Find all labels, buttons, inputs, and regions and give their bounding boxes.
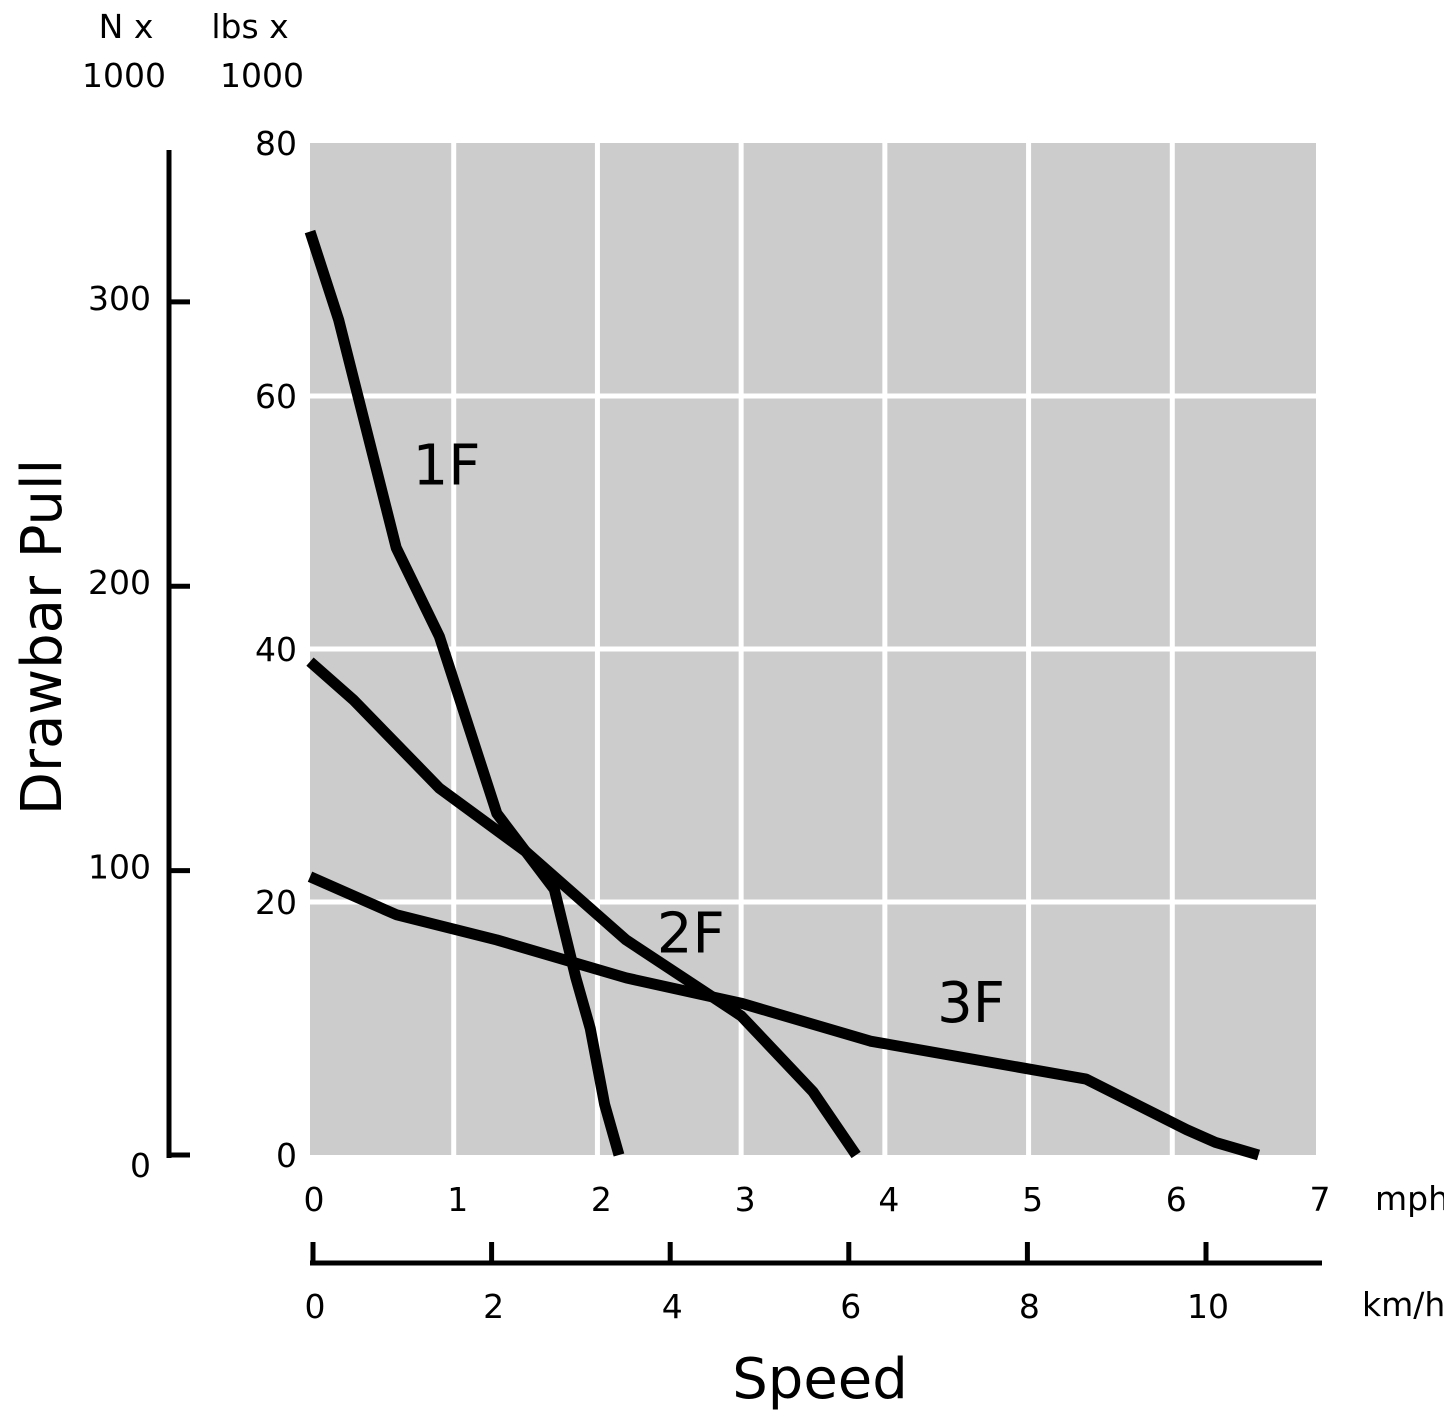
x-tick-label-mph: 6 — [1166, 1180, 1187, 1219]
x-tick-label-kmh: 0 — [305, 1287, 326, 1326]
x-tick-label-kmh: 4 — [662, 1287, 683, 1326]
series-label-2f: 2F — [657, 902, 725, 967]
y-tick-label-n: 100 — [88, 848, 151, 887]
x-tick-label-kmh: 2 — [483, 1287, 504, 1326]
x-axis-title: Speed — [732, 1347, 908, 1412]
y-tick-label-n: 300 — [88, 279, 151, 318]
n-unit-label-line1: N x — [99, 7, 154, 46]
y-tick-label-lbs: 40 — [255, 630, 297, 669]
series-label-3f: 3F — [937, 971, 1005, 1036]
series-line-2f — [306, 657, 861, 1159]
x-tick-label-mph: 1 — [447, 1180, 468, 1219]
y-tick-label-n: 0 — [130, 1146, 151, 1185]
kmh-axis-ticks: 0 2 4 6 8 10 — [305, 1242, 1229, 1326]
y-axis-title: Drawbar Pull — [10, 459, 75, 815]
x-tick-label-kmh: 8 — [1019, 1287, 1040, 1326]
y-tick-label-lbs: 60 — [255, 377, 297, 416]
n-axis-ticks: 0 100 200 300 — [88, 279, 190, 1185]
mph-unit-label: mph — [1375, 1179, 1444, 1218]
x-tick-label-mph: 5 — [1022, 1180, 1043, 1219]
lbs-unit-label-line2: 1000 — [220, 56, 304, 95]
x-tick-label-mph: 2 — [591, 1180, 612, 1219]
curves: 1F 2F 3F — [304, 229, 1261, 1161]
tick-labels: 0 1 2 3 4 5 6 7 0 20 40 60 80 — [255, 124, 1331, 1219]
n-unit-label-line2: 1000 — [82, 56, 166, 95]
x-tick-label-kmh: 6 — [840, 1287, 861, 1326]
lbs-unit-label-line1: lbs x — [211, 7, 288, 46]
y-tick-label-lbs: 0 — [276, 1136, 297, 1175]
x-tick-label-mph: 3 — [735, 1180, 756, 1219]
series-line-3f — [307, 871, 1261, 1161]
series-label-1f: 1F — [413, 434, 481, 499]
y-tick-label-n: 200 — [88, 563, 151, 602]
x-tick-label-mph: 4 — [878, 1180, 899, 1219]
x-tick-label-mph: 7 — [1310, 1180, 1331, 1219]
grid-lines — [310, 143, 1316, 1155]
kmh-unit-label: km/h — [1362, 1285, 1444, 1324]
x-tick-label-mph: 0 — [304, 1180, 325, 1219]
y-tick-label-lbs: 20 — [255, 883, 297, 922]
y-tick-label-lbs: 80 — [255, 124, 297, 163]
x-tick-label-kmh: 10 — [1187, 1287, 1229, 1326]
